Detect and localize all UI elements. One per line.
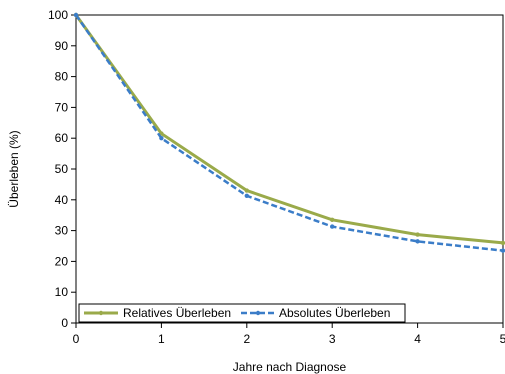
y-tick-label: 20 [55,254,69,268]
x-tick-label: 4 [414,332,421,346]
data-point [415,232,419,236]
y-tick-label: 90 [55,39,69,53]
series-line [76,15,503,243]
x-tick-label: 1 [158,332,165,346]
data-point [501,248,505,252]
data-point [245,188,249,192]
x-tick-label: 5 [500,332,505,346]
series-line [76,15,503,251]
y-axis: 0 10 20 30 40 50 60 70 80 90 100 [48,8,76,330]
y-tick-label: 80 [55,70,69,84]
plot-frame [76,15,503,323]
series-absolutes [74,13,505,253]
y-tick-label: 40 [55,193,69,207]
y-tick-label: 50 [55,162,69,176]
x-axis-title: Jahre nach Diagnose [233,360,347,374]
data-point [501,241,505,245]
x-tick-label: 2 [243,332,250,346]
y-axis-title: Überleben (%) [7,130,21,207]
y-tick-label: 100 [48,8,68,22]
y-tick-label: 30 [55,224,69,238]
x-axis: 0 1 2 3 4 5 [73,323,505,346]
x-tick-label: 0 [73,332,80,346]
data-point [74,13,78,17]
legend-label-absolutes: Absolutes Überleben [279,306,390,320]
data-point [159,136,163,140]
legend: Relatives Überleben Absolutes Überleben [79,304,405,322]
legend-marker [99,311,103,315]
legend-label-relatives: Relatives Überleben [123,306,231,320]
data-point [415,239,419,243]
y-tick-label: 10 [55,285,69,299]
legend-marker [256,311,260,315]
x-tick-label: 3 [329,332,336,346]
plot-border [76,15,503,323]
series-layer [74,13,505,253]
y-tick-label: 70 [55,100,69,114]
y-tick-label: 0 [61,316,68,330]
data-point [330,218,334,222]
data-point [245,194,249,198]
y-tick-label: 60 [55,131,69,145]
data-point [330,224,334,228]
